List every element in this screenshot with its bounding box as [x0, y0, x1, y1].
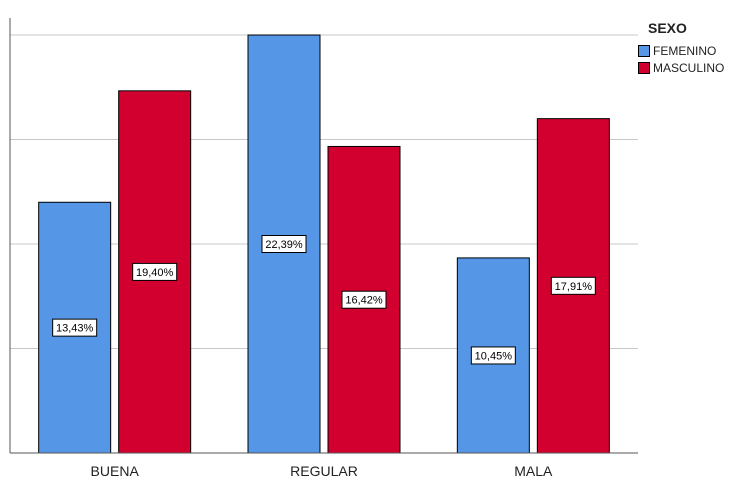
data-label-text: 10,45% — [475, 350, 513, 362]
x-tick-label-mala: MALA — [514, 463, 553, 479]
gridlines — [10, 34, 638, 349]
legend-title: SEXO — [648, 20, 687, 36]
data-label-text: 16,42% — [345, 295, 383, 307]
data-label-box — [261, 235, 307, 253]
data-label-femenino-mala: 10,45% — [470, 346, 516, 365]
legend: SEXO FEMENINO MASCULINO — [638, 20, 724, 76]
data-label-box — [550, 276, 596, 295]
data-label-text: 22,39% — [265, 239, 303, 251]
data-label-text: 19,40% — [136, 267, 174, 279]
legend-swatch-masculino — [638, 61, 650, 74]
data-label-box — [132, 262, 178, 281]
data-label-masculino-regular: 16,42% — [341, 290, 387, 309]
x-tick-label-buena: BUENA — [91, 463, 140, 479]
data-label-box — [341, 290, 387, 309]
data-label-box — [52, 318, 98, 337]
x-tick-label-regular: REGULAR — [290, 463, 358, 479]
data-label-box — [470, 346, 516, 365]
data-label-text: 17,91% — [555, 281, 593, 293]
legend-swatch-femenino — [638, 44, 650, 57]
legend-item-femenino: FEMENINO — [638, 42, 724, 59]
data-label-text: 13,43% — [56, 323, 94, 335]
data-label-femenino-buena: 13,43% — [52, 318, 98, 337]
data-label-femenino-regular: 22,39% — [261, 235, 307, 253]
data-label-masculino-buena: 19,40% — [132, 262, 178, 281]
data-labels: 13,43% 19,40% 22,39% 16,42% 10,45% 17,91% — [52, 235, 596, 365]
data-label-masculino-mala: 17,91% — [550, 276, 596, 295]
legend-label-femenino: FEMENINO — [653, 43, 717, 58]
x-tick-labels: BUENA REGULAR MALA — [91, 463, 554, 479]
legend-item-masculino: MASCULINO — [638, 59, 724, 76]
axes — [9, 18, 638, 454]
legend-label-masculino: MASCULINO — [653, 60, 725, 75]
